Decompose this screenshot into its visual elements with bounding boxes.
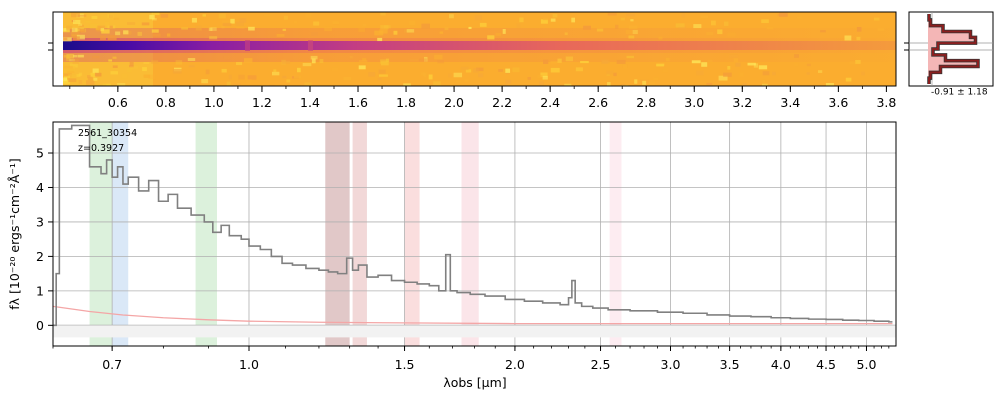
- spectrum-1d-panel: 0.7 1.0 1.5 2.0 2.5 3.0 3.5 4.0 4.5 5.0 0 1 2 3 4 5 25…: [7, 121, 897, 390]
- image-tick-label: 3.6: [828, 95, 848, 110]
- x-tick-label: 4.5: [816, 357, 836, 372]
- y-tick-label: 4: [36, 180, 44, 195]
- line-band: [89, 122, 113, 346]
- line-band: [404, 122, 420, 346]
- spectrum-2d-x-axis: 0.6 0.8 1.0 1.2 1.4 1.6 1.8 2.0 2.2 2.4 2.6 2.8 3.0 3…: [69, 86, 896, 110]
- image-tick-label: 3.8: [876, 95, 896, 110]
- image-tick-label: 3.2: [732, 95, 752, 110]
- spectrum-y-axis: 0 1 2 3 4 5: [36, 146, 53, 333]
- line-band: [112, 122, 129, 346]
- x-tick-label: 2.0: [505, 357, 525, 372]
- image-tick-label: 2.2: [492, 95, 512, 110]
- x-axis-label: λobs [μm]: [443, 375, 506, 390]
- zero-band: [53, 325, 896, 338]
- image-tick-label: 1.2: [252, 95, 272, 110]
- spectrum-x-axis: 0.7 1.0 1.5 2.0 2.5 3.0 3.5 4.0 4.5 5.0: [52, 346, 890, 372]
- redshift-label: z=0.3927: [78, 143, 124, 154]
- image-tick-label: 2.4: [540, 95, 560, 110]
- error-series: [53, 305, 893, 325]
- line-band: [609, 122, 622, 346]
- image-tick-label: 1.0: [204, 95, 224, 110]
- x-tick-label: 5.0: [857, 357, 877, 372]
- image-tick-label: 3.0: [684, 95, 704, 110]
- y-tick-label: 1: [36, 283, 44, 298]
- spectrum-2d-panel: 0.6 0.8 1.0 1.2 1.4 1.6 1.8 2.0 2.2 2.4 2.6 2.8 3.0 3…: [48, 11, 897, 110]
- y-axis-label: fλ [10⁻²⁰ ergs⁻¹cm⁻²Å⁻¹]: [7, 158, 22, 310]
- spectrum-2d-image: [53, 12, 896, 86]
- x-tick-label: 4.0: [771, 357, 791, 372]
- line-band: [325, 122, 350, 346]
- x-tick-label: 1.5: [395, 357, 415, 372]
- object-id-label: 2561_30354: [78, 128, 137, 139]
- x-tick-label: 3.0: [661, 357, 681, 372]
- image-tick-label: 2.8: [636, 95, 656, 110]
- image-tick-label: 0.6: [108, 95, 128, 110]
- line-bands: [89, 122, 622, 346]
- y-tick-label: 5: [36, 146, 44, 161]
- y-tick-label: 0: [36, 318, 44, 333]
- image-tick-label: 1.8: [396, 95, 416, 110]
- image-tick-label: 1.6: [348, 95, 368, 110]
- x-tick-label: 1.0: [239, 357, 259, 372]
- profile-annotation: -0.91 ± 1.18: [931, 88, 988, 98]
- line-band: [352, 122, 367, 346]
- image-tick-label: 0.8: [156, 95, 176, 110]
- profile-panel: -0.91 ± 1.18: [904, 11, 994, 98]
- x-tick-label: 3.5: [720, 357, 740, 372]
- x-tick-label: 2.5: [591, 357, 611, 372]
- image-tick-label: 2.6: [588, 95, 608, 110]
- image-tick-label: 1.4: [300, 95, 320, 110]
- profile-line: [928, 14, 979, 84]
- image-tick-label: 2.0: [444, 95, 464, 110]
- y-tick-label: 3: [36, 214, 44, 229]
- line-band: [461, 122, 479, 346]
- line-band: [195, 122, 217, 346]
- image-tick-label: 3.4: [780, 95, 800, 110]
- flux-series: [53, 124, 893, 327]
- spectrum-series: [53, 124, 893, 327]
- grid: [53, 122, 896, 346]
- y-tick-label: 2: [36, 249, 44, 264]
- x-tick-label: 0.7: [102, 357, 122, 372]
